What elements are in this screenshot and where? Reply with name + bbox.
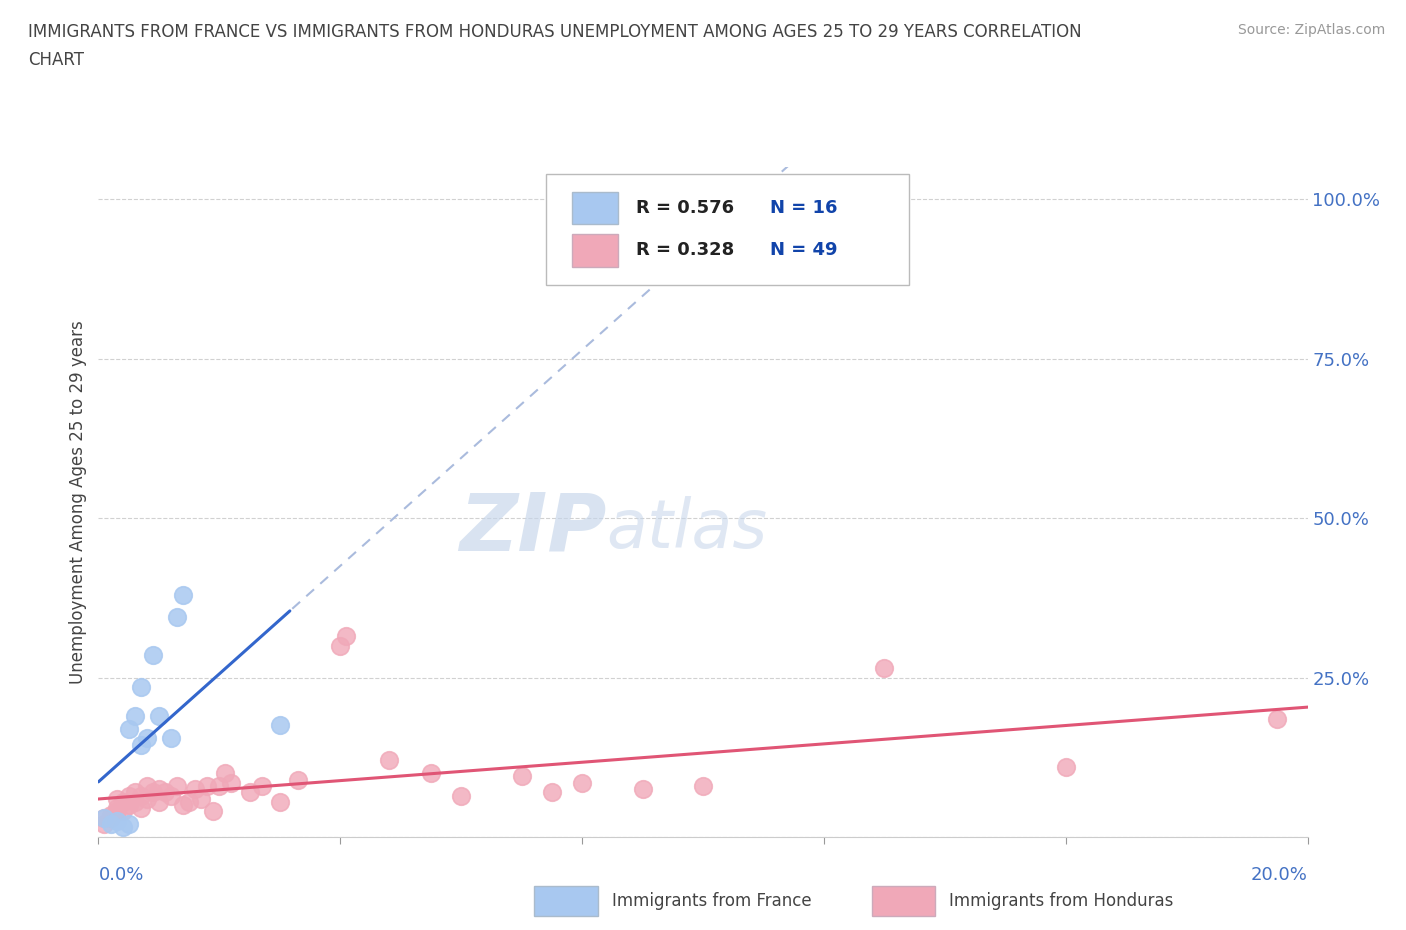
Text: 0.0%: 0.0%: [98, 866, 143, 884]
Point: [631, 782, 654, 797]
Point: [129, 737, 152, 752]
Point: [111, 820, 134, 835]
Point: [135, 778, 157, 793]
Point: [250, 778, 273, 793]
Text: N = 16: N = 16: [769, 199, 837, 217]
Point: [214, 765, 236, 780]
Point: [239, 785, 262, 800]
Point: [124, 785, 146, 800]
Text: N = 49: N = 49: [769, 241, 837, 259]
Point: [135, 731, 157, 746]
Text: Source: ZipAtlas.com: Source: ZipAtlas.com: [1237, 23, 1385, 37]
Point: [172, 798, 194, 813]
Text: IMMIGRANTS FROM FRANCE VS IMMIGRANTS FROM HONDURAS UNEMPLOYMENT AMONG AGES 25 TO: IMMIGRANTS FROM FRANCE VS IMMIGRANTS FRO…: [28, 23, 1081, 41]
Point: [135, 791, 157, 806]
Point: [287, 772, 309, 787]
Point: [166, 609, 188, 624]
Point: [105, 804, 128, 819]
FancyBboxPatch shape: [546, 174, 908, 285]
Point: [510, 769, 533, 784]
Point: [118, 721, 141, 736]
Point: [93, 810, 115, 825]
Point: [160, 788, 183, 803]
Y-axis label: Unemployment Among Ages 25 to 29 years: Unemployment Among Ages 25 to 29 years: [69, 320, 87, 684]
Point: [179, 794, 201, 809]
Text: Immigrants from Honduras: Immigrants from Honduras: [949, 892, 1174, 910]
Point: [692, 778, 714, 793]
Point: [129, 801, 152, 816]
Point: [202, 804, 225, 819]
Point: [124, 709, 146, 724]
Point: [100, 810, 122, 825]
Point: [190, 791, 212, 806]
Point: [111, 794, 134, 809]
Point: [420, 765, 443, 780]
Text: R = 0.328: R = 0.328: [637, 241, 735, 259]
Point: [873, 660, 896, 675]
Text: ZIP: ZIP: [458, 490, 606, 568]
Point: [377, 753, 399, 768]
Point: [148, 709, 170, 724]
Point: [129, 788, 152, 803]
Text: Immigrants from France: Immigrants from France: [612, 892, 811, 910]
Point: [142, 785, 165, 800]
Point: [450, 788, 472, 803]
Point: [540, 785, 562, 800]
Point: [208, 778, 231, 793]
Point: [118, 817, 141, 831]
Text: 20.0%: 20.0%: [1251, 866, 1308, 884]
Text: atlas: atlas: [606, 496, 768, 562]
Point: [153, 785, 176, 800]
Point: [269, 718, 291, 733]
Point: [335, 629, 357, 644]
Point: [184, 782, 207, 797]
Point: [221, 776, 243, 790]
Text: CHART: CHART: [28, 51, 84, 69]
Point: [100, 807, 122, 822]
Point: [142, 648, 165, 663]
Point: [1054, 760, 1077, 775]
Point: [93, 817, 115, 831]
Point: [111, 804, 134, 819]
Point: [160, 731, 183, 746]
Point: [195, 778, 218, 793]
Point: [148, 782, 170, 797]
Point: [124, 794, 146, 809]
Point: [172, 587, 194, 602]
Bar: [572, 234, 619, 267]
Point: [105, 814, 128, 829]
Point: [105, 791, 128, 806]
Point: [129, 680, 152, 695]
Point: [118, 788, 141, 803]
Point: [571, 776, 593, 790]
Point: [118, 798, 141, 813]
Text: R = 0.576: R = 0.576: [637, 199, 734, 217]
Point: [269, 794, 291, 809]
Point: [166, 778, 188, 793]
Point: [100, 817, 122, 831]
Point: [148, 794, 170, 809]
Point: [329, 638, 352, 653]
Point: [1267, 711, 1289, 726]
Point: [105, 801, 128, 816]
Point: [93, 810, 115, 825]
Bar: [572, 193, 619, 224]
